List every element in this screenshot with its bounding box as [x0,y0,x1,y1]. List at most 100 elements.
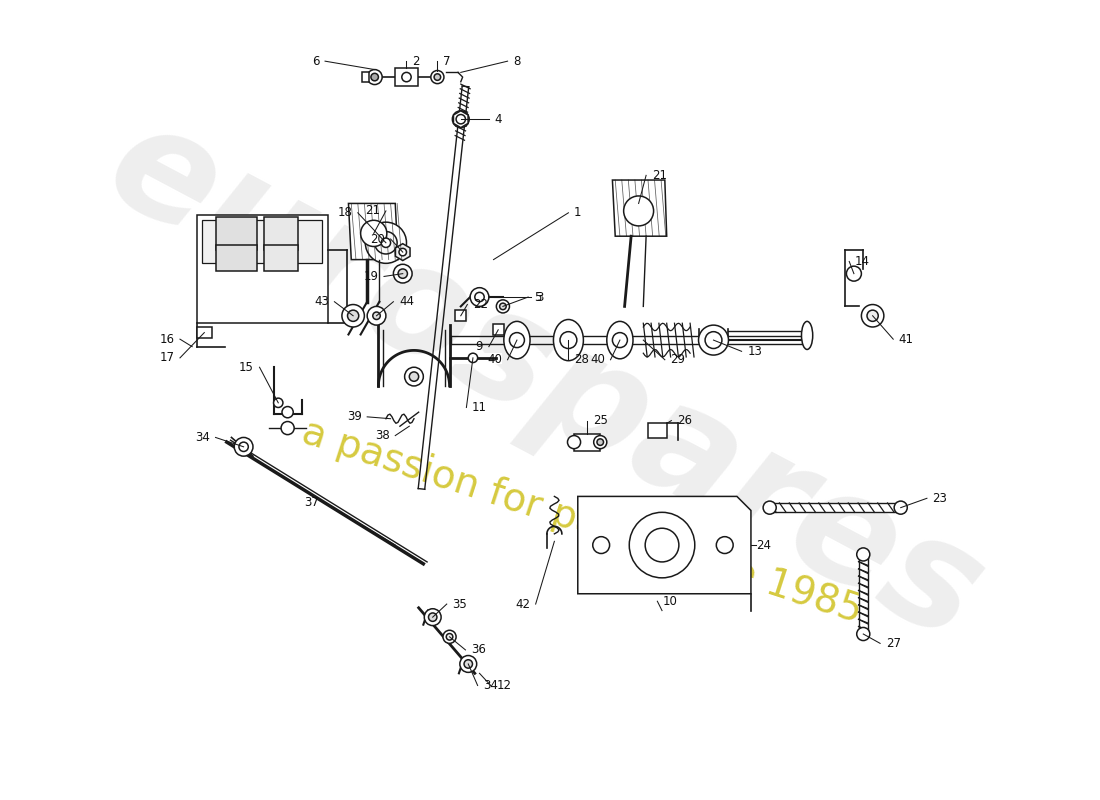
Circle shape [846,266,861,281]
Circle shape [646,528,679,562]
Circle shape [496,300,509,313]
Text: 40: 40 [590,354,605,366]
Text: 43: 43 [314,295,329,308]
Circle shape [367,70,382,85]
Bar [395,68,418,86]
Circle shape [429,613,437,622]
Bar [455,310,466,322]
Circle shape [464,660,473,668]
Text: eurospares: eurospares [84,89,1007,674]
Circle shape [568,435,581,449]
Circle shape [361,220,387,246]
Text: 23: 23 [933,492,947,505]
Text: 19: 19 [363,270,378,283]
Circle shape [861,305,884,327]
Circle shape [382,238,390,247]
Text: 36: 36 [471,643,486,657]
Circle shape [475,292,484,302]
Text: 24: 24 [757,538,771,551]
Circle shape [375,231,397,254]
Text: 22: 22 [473,298,488,311]
Polygon shape [197,214,328,323]
Circle shape [371,74,378,81]
Text: 41: 41 [899,333,914,346]
Circle shape [705,332,722,349]
Text: 15: 15 [239,361,254,374]
Circle shape [469,353,477,362]
Circle shape [629,512,695,578]
Circle shape [399,248,407,256]
Circle shape [402,72,411,82]
Circle shape [456,114,465,124]
Text: 28: 28 [574,354,589,366]
Text: 12: 12 [496,679,512,692]
Text: 21: 21 [365,205,381,218]
Text: 17: 17 [160,351,175,364]
Bar [216,245,256,271]
Text: 21: 21 [651,169,667,182]
Circle shape [274,398,283,407]
Circle shape [460,655,476,672]
Circle shape [431,70,444,84]
Text: 7: 7 [443,54,451,68]
Circle shape [613,333,627,347]
Circle shape [282,422,294,434]
Polygon shape [578,497,751,594]
Circle shape [560,332,576,349]
Circle shape [499,303,506,310]
Text: 5: 5 [534,290,541,303]
Circle shape [409,372,419,382]
Bar [362,72,369,82]
Circle shape [470,288,488,306]
Text: 35: 35 [452,598,468,610]
Polygon shape [613,180,667,236]
Text: 1: 1 [574,206,582,219]
Text: 14: 14 [855,255,870,268]
Circle shape [763,501,777,514]
Circle shape [894,501,908,514]
Ellipse shape [553,319,583,361]
Text: 20: 20 [370,233,385,246]
Bar [197,327,212,338]
Text: 6: 6 [312,54,319,68]
Circle shape [716,537,734,554]
Circle shape [394,264,412,283]
Circle shape [624,196,653,226]
Polygon shape [395,244,410,261]
Text: 34: 34 [483,679,498,692]
Ellipse shape [504,322,530,359]
Text: 10: 10 [663,594,678,608]
Circle shape [239,442,249,451]
Circle shape [282,406,294,418]
Circle shape [443,630,456,643]
Text: 8: 8 [514,54,520,68]
Text: 39: 39 [346,410,362,423]
Text: 26: 26 [676,414,692,427]
Circle shape [857,548,870,561]
Circle shape [594,435,607,449]
Circle shape [509,333,525,347]
Circle shape [348,310,359,322]
Bar [216,217,256,250]
Text: 16: 16 [160,333,175,346]
Circle shape [452,110,470,128]
Text: 18: 18 [338,206,352,219]
Circle shape [593,537,609,554]
Text: 27: 27 [886,637,901,650]
Circle shape [373,312,381,319]
Text: 25: 25 [593,414,607,427]
Text: 44: 44 [399,295,414,308]
Text: 42: 42 [515,598,530,610]
Text: 40: 40 [487,354,502,366]
Polygon shape [202,220,322,263]
Circle shape [698,325,728,355]
Bar [264,245,298,271]
Text: 3: 3 [537,290,544,303]
Circle shape [434,74,441,80]
Circle shape [367,306,386,325]
Ellipse shape [802,322,813,350]
Polygon shape [349,203,398,259]
Circle shape [447,634,453,640]
Circle shape [857,627,870,641]
Text: 38: 38 [375,429,389,442]
